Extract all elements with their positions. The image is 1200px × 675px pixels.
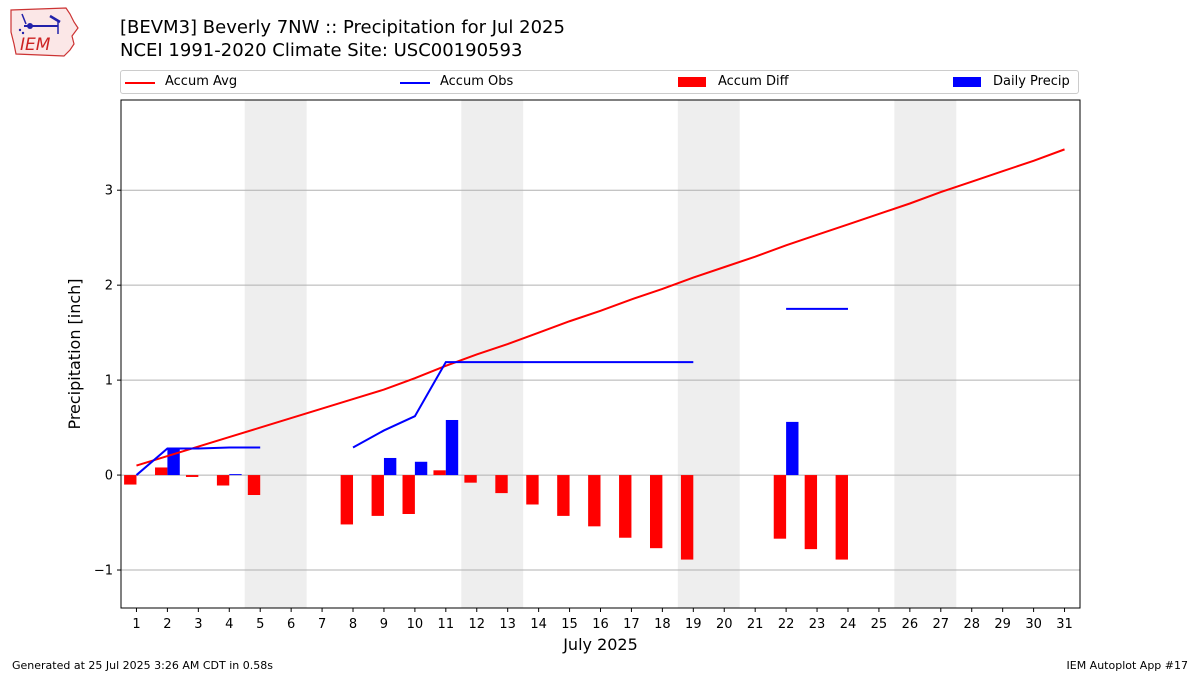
accum-diff-bar bbox=[588, 475, 601, 527]
x-tick-label: 3 bbox=[194, 617, 202, 632]
x-tick-label: 8 bbox=[349, 617, 357, 632]
x-tick-label: 5 bbox=[256, 617, 264, 632]
chart-subtitle: NCEI 1991-2020 Climate Site: USC00190593 bbox=[120, 40, 523, 61]
weekend-shade-3 bbox=[894, 100, 957, 608]
x-tick-label: 6 bbox=[287, 617, 295, 632]
accum-obs-line-segment-1 bbox=[352, 361, 694, 449]
x-tick-label: 20 bbox=[716, 617, 733, 632]
x-tick-label: 9 bbox=[380, 617, 388, 632]
x-tick-label: 10 bbox=[407, 617, 424, 632]
logo-text: IEM bbox=[20, 35, 51, 55]
accum-diff-bar bbox=[835, 475, 848, 560]
accum-diff-bar bbox=[216, 475, 230, 486]
accum-diff-bar bbox=[247, 475, 261, 496]
accum-diff-bar bbox=[619, 475, 632, 538]
legend-label-accum-obs: Accum Obs bbox=[440, 74, 514, 89]
accum-diff-bar bbox=[155, 467, 168, 476]
x-tick-label: 4 bbox=[225, 617, 233, 632]
accum-diff-bar bbox=[526, 475, 539, 505]
accum-diff-bar bbox=[557, 475, 570, 516]
x-tick-label: 16 bbox=[592, 617, 609, 632]
app-footnote: IEM Autoplot App #17 bbox=[1066, 659, 1189, 672]
accum-diff-bar bbox=[402, 475, 415, 514]
x-tick-label: 27 bbox=[933, 617, 950, 632]
x-tick-label: 18 bbox=[654, 617, 671, 632]
x-tick-label: 1 bbox=[132, 617, 140, 632]
y-tick-label: 3 bbox=[105, 184, 113, 199]
iem-logo: IEM bbox=[8, 6, 80, 58]
accum-diff-bar bbox=[124, 475, 137, 485]
accum-avg-line bbox=[136, 148, 1065, 467]
x-tick-label: 11 bbox=[438, 617, 455, 632]
x-tick-label: 28 bbox=[963, 617, 980, 632]
x-tick-label: 13 bbox=[499, 617, 516, 632]
accum-diff-bar bbox=[773, 475, 787, 539]
accum-diff-bar bbox=[804, 475, 818, 550]
x-tick-label: 21 bbox=[747, 617, 764, 632]
accum-diff-bar bbox=[340, 475, 354, 525]
weekend-shade-0 bbox=[244, 100, 307, 608]
accum-obs-line-segment-0 bbox=[135, 446, 261, 476]
accum-diff-bar bbox=[433, 470, 446, 476]
daily-precip-bar bbox=[445, 419, 459, 476]
x-tick-label: 14 bbox=[530, 617, 547, 632]
y-tick-label: −1 bbox=[94, 564, 113, 579]
weekend-shade-1 bbox=[461, 100, 524, 608]
legend-swatch-accum-diff bbox=[678, 77, 706, 87]
x-tick-label: 30 bbox=[1025, 617, 1042, 632]
x-tick-label: 26 bbox=[902, 617, 919, 632]
x-tick-label: 12 bbox=[468, 617, 485, 632]
x-tick-label: 24 bbox=[840, 617, 857, 632]
x-axis-label: July 2025 bbox=[562, 635, 638, 654]
x-tick-label: 25 bbox=[871, 617, 888, 632]
legend-swatch-accum-obs bbox=[400, 82, 430, 84]
accum-diff-bar bbox=[680, 475, 694, 560]
legend-swatch-accum-avg bbox=[125, 82, 155, 84]
y-tick-label: 2 bbox=[105, 279, 113, 294]
accum-diff-bar bbox=[371, 475, 384, 516]
daily-precip-bar bbox=[786, 421, 799, 476]
generated-footnote: Generated at 25 Jul 2025 3:26 AM CDT in … bbox=[12, 659, 273, 672]
accum-diff-bar bbox=[649, 475, 663, 549]
iem-logo-graphic: IEM bbox=[10, 7, 79, 57]
chart-title: [BEVM3] Beverly 7NW :: Precipitation for… bbox=[120, 17, 565, 38]
y-tick-label: 0 bbox=[105, 469, 113, 484]
x-tick-label: 15 bbox=[561, 617, 578, 632]
accum-diff-bar bbox=[464, 475, 477, 483]
accum-diff-bar bbox=[185, 475, 199, 477]
daily-precip-bar bbox=[414, 461, 428, 476]
y-tick-label: 1 bbox=[105, 374, 113, 389]
x-tick-label: 23 bbox=[809, 617, 826, 632]
legend-label-accum-avg: Accum Avg bbox=[165, 74, 238, 89]
x-tick-label: 22 bbox=[778, 617, 795, 632]
plot-area bbox=[121, 100, 1080, 608]
daily-precip-bar bbox=[229, 474, 242, 476]
legend-swatch-daily-precip bbox=[953, 77, 981, 87]
chart-legend: Accum Avg Accum Obs Accum Diff Daily Pre… bbox=[120, 70, 1079, 94]
y-axis-label: Precipitation [inch] bbox=[65, 278, 84, 429]
legend-label-daily-precip: Daily Precip bbox=[993, 74, 1070, 89]
legend-label-accum-diff: Accum Diff bbox=[718, 74, 789, 89]
x-tick-label: 7 bbox=[318, 617, 326, 632]
x-tick-label: 31 bbox=[1056, 617, 1073, 632]
x-tick-label: 17 bbox=[623, 617, 640, 632]
daily-precip-bar bbox=[383, 457, 397, 476]
x-tick-label: 2 bbox=[163, 617, 171, 632]
accum-diff-bar bbox=[495, 475, 508, 494]
x-tick-label: 29 bbox=[994, 617, 1011, 632]
x-tick-label: 19 bbox=[685, 617, 702, 632]
